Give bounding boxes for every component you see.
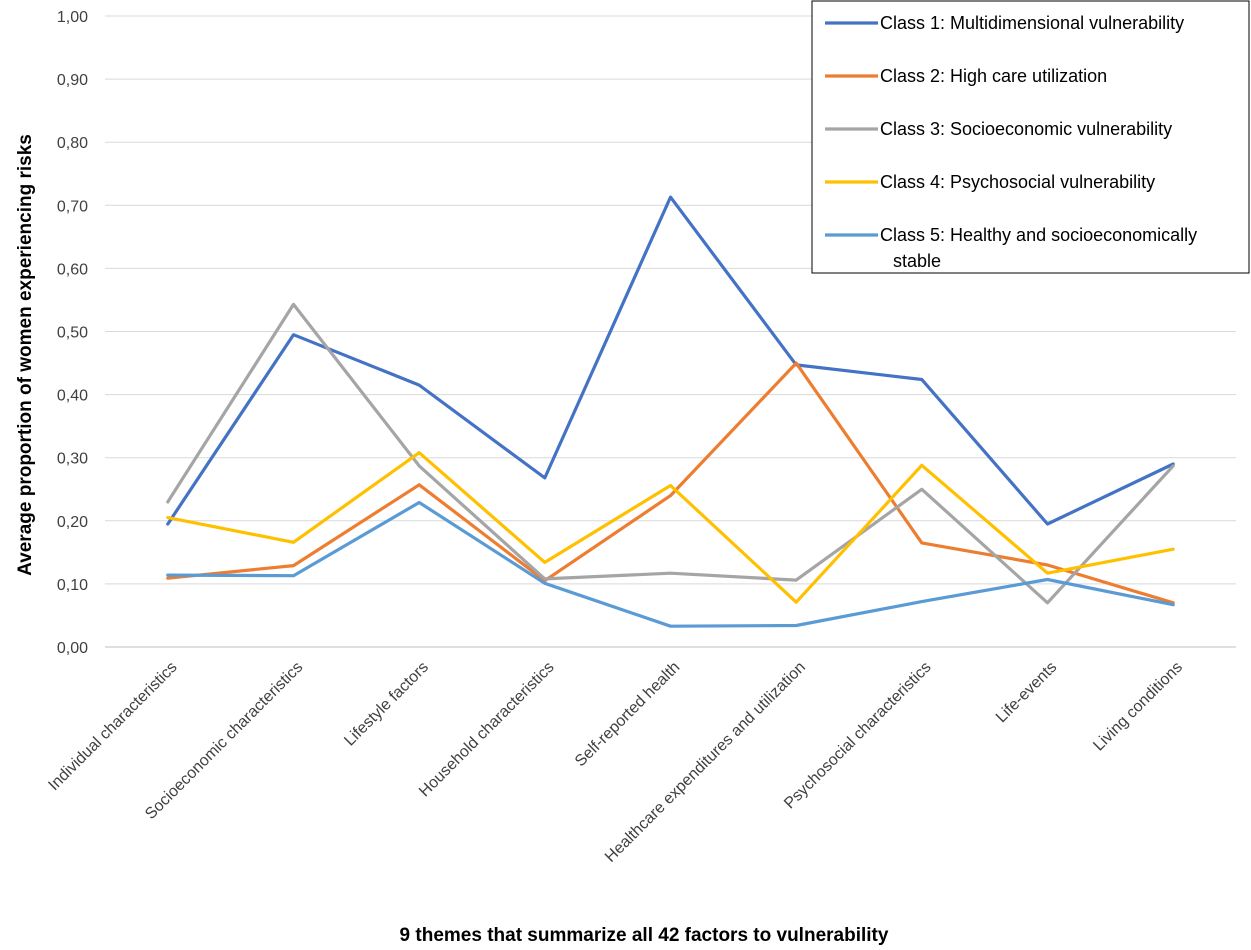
legend-label-class-4: Class 4: Psychosocial vulnerability [880,172,1155,192]
legend: Class 1: Multidimensional vulnerability C… [811,0,1250,274]
series-line-class-5 [166,500,1175,628]
x-tick-label: Individual characteristics [45,659,180,794]
series-line-class-2 [166,361,1175,605]
legend-box [811,0,1250,274]
series-line-class-4 [166,451,1175,604]
x-tick-label: Living conditions [1090,659,1186,755]
legend-label-class-2: Class 2: High care utilization [880,66,1107,86]
y-tick-label: 0,40 [57,388,88,405]
y-tick-label: 0,30 [57,451,88,468]
series-line-class-1 [166,195,1175,526]
y-axis-ticks: 0,00 0,10 0,20 0,30 0,40 0,50 0,60 0,70 0,80 0,90… [57,9,88,657]
y-tick-label: 0,50 [57,325,88,342]
y-tick-label: 0,60 [57,261,88,278]
legend-label-class-5: Class 5: Healthy and socioeconomically st… [880,225,1197,271]
x-tick-label: Life-events [993,659,1060,726]
y-tick-label: 0,00 [57,640,88,657]
y-tick-label: 1,00 [57,9,88,26]
x-tick-label: Healthcare expenditures and utilization [602,659,809,866]
series-line-class-3 [166,302,1175,605]
y-axis-title: Average proportion of women experiencing… [15,134,36,576]
x-axis-title: 9 themes that summarize all 42 factors t… [400,925,889,946]
y-tick-label: 0,70 [57,198,88,215]
legend-label-class-1: Class 1: Multidimensional vulnerability [880,13,1184,33]
x-tick-label: Lifestyle factors [341,659,432,750]
legend-label-class-3: Class 3: Socioeconomic vulnerability [880,119,1172,139]
x-axis-ticks: Individual characteristicsSocioeconomic … [45,659,1186,866]
x-tick-label: Household characteristics [416,659,558,801]
y-tick-label: 0,10 [57,577,88,594]
y-tick-label: 0,90 [57,72,88,89]
x-tick-label: Psychosocial characteristics [781,659,934,812]
y-tick-label: 0,20 [57,514,88,531]
x-tick-label: Self-reported health [572,659,683,770]
y-tick-label: 0,80 [57,135,88,152]
series-lines [166,195,1175,628]
